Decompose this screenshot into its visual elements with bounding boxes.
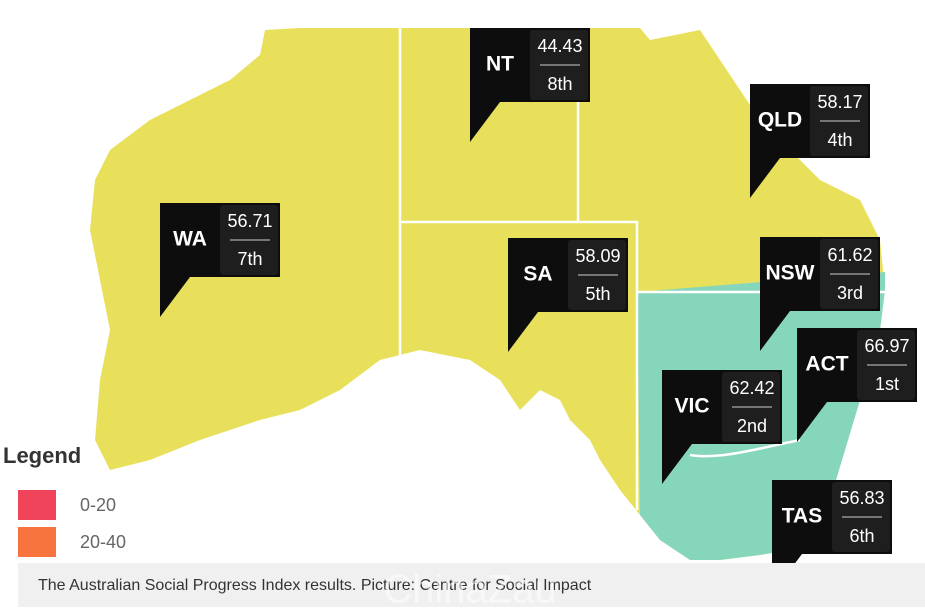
score: 62.42 (729, 378, 774, 398)
score: 56.83 (839, 488, 884, 508)
callout: VIC 62.42 2nd (662, 370, 782, 484)
caption: The Australian Social Progress Index res… (38, 577, 592, 594)
callout: NT 44.43 8th (470, 28, 590, 142)
score: 44.43 (537, 36, 582, 56)
callout: WA 56.71 7th (160, 203, 280, 317)
legend-label: 20-40 (80, 532, 126, 552)
legend-label: 0-20 (80, 495, 116, 515)
state-label: TAS (782, 505, 822, 528)
score: 58.17 (817, 92, 862, 112)
score: 56.71 (227, 211, 272, 231)
caption-bar (18, 563, 925, 607)
legend-title: Legend (3, 443, 81, 468)
score: 66.97 (864, 336, 909, 356)
state-label: QLD (758, 109, 802, 132)
rank: 8th (547, 74, 572, 94)
callouts: NT 44.43 8th QLD 58.17 4th WA 56.71 7th SA 58.09 5t… (160, 28, 917, 594)
border (400, 220, 639, 510)
callout: TAS 56.83 6th (772, 480, 892, 594)
score: 61.62 (827, 245, 872, 265)
rank: 2nd (737, 416, 767, 436)
state-label: NT (486, 53, 514, 76)
rank: 5th (585, 284, 610, 304)
state-label: SA (523, 263, 552, 286)
callout: SA 58.09 5th (508, 238, 628, 352)
rank: 7th (237, 249, 262, 269)
state-label: ACT (805, 353, 848, 376)
state-label: WA (173, 228, 207, 251)
rank: 3rd (837, 283, 863, 303)
rank: 6th (849, 526, 874, 546)
callout: NSW 61.62 3rd (760, 237, 880, 351)
rank: 4th (827, 130, 852, 150)
callout: ACT 66.97 1st (797, 328, 917, 442)
rank: 1st (875, 374, 899, 394)
border (689, 438, 801, 458)
score: 58.09 (575, 246, 620, 266)
legend-swatch (18, 527, 56, 557)
state-label: VIC (674, 395, 709, 418)
legend-swatch (18, 490, 56, 520)
callout: QLD 58.17 4th (750, 84, 870, 198)
watermark: ChinaZau (383, 568, 556, 612)
state-label: NSW (766, 262, 815, 285)
